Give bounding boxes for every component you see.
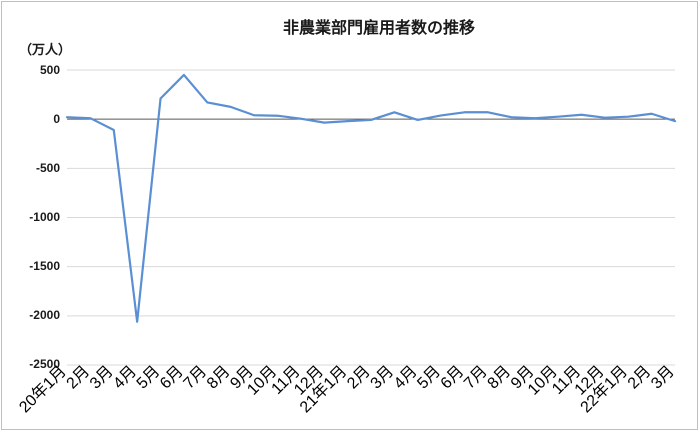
svg-text:-2000: -2000 <box>29 308 60 322</box>
svg-text:-1000: -1000 <box>29 210 60 224</box>
svg-text:-1500: -1500 <box>29 259 60 273</box>
svg-text:500: 500 <box>40 63 60 77</box>
svg-text:0: 0 <box>53 112 60 126</box>
svg-text:-500: -500 <box>36 161 60 175</box>
svg-text:3月: 3月 <box>648 363 678 393</box>
